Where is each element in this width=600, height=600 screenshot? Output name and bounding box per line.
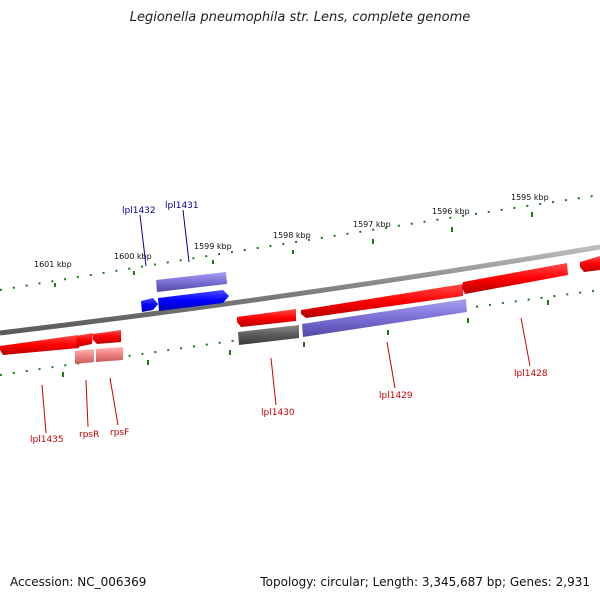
cds-edge-red[interactable]	[580, 256, 600, 272]
gene-label-lpl1432[interactable]: lpl1432	[122, 206, 156, 216]
ruler-label-1597: 1597 kbp	[353, 220, 391, 229]
gene-label-lpl1435[interactable]: lpl1435	[30, 435, 64, 445]
cds-lpl1432[interactable]	[141, 298, 158, 312]
gene-label-rpsR[interactable]: rpsR	[79, 430, 99, 440]
cds-lpl1435[interactable]	[0, 335, 79, 355]
ruler-major-ticks	[54, 212, 549, 377]
gene-label-lpl1429[interactable]: lpl1429	[379, 391, 413, 401]
accession-text: Accession: NC_006369	[10, 575, 147, 589]
ruler-label-1595: 1595 kbp	[511, 193, 549, 202]
cds-rpsR[interactable]	[76, 333, 93, 347]
gene-label-lpl1431[interactable]: lpl1431	[165, 201, 199, 211]
cds-pink-1[interactable]	[75, 349, 94, 364]
ruler-label-1598: 1598 kbp	[273, 231, 311, 240]
ruler-inner-track	[0, 289, 600, 376]
genome-backbone	[0, 244, 600, 336]
cds-lpl1428-red[interactable]	[462, 263, 568, 294]
ruler-label-1599: 1599 kbp	[194, 242, 232, 251]
cds-lpl1431-blue[interactable]	[158, 290, 229, 311]
gene-label-lpl1428[interactable]: lpl1428	[514, 369, 548, 379]
cds-lpl1430-gray[interactable]	[238, 325, 299, 345]
cds-pink-2[interactable]	[96, 347, 123, 362]
map-title: Legionella pneumophila str. Lens, comple…	[129, 10, 471, 25]
gene-label-lpl1430[interactable]: lpl1430	[261, 408, 295, 418]
cds-lpl1429-red[interactable]	[301, 284, 463, 318]
cds-lpl1429-violet[interactable]	[302, 299, 467, 337]
ruler-label-1601: 1601 kbp	[34, 260, 72, 269]
cds-lpl1431-violet[interactable]	[156, 272, 227, 292]
cds-lpl1430-red[interactable]	[237, 309, 296, 327]
label-leaders	[41, 209, 531, 434]
genome-summary-text: Topology: circular; Length: 3,345,687 bp…	[260, 575, 590, 589]
cds-rpsF[interactable]	[93, 330, 121, 344]
gene-label-rpsF[interactable]: rpsF	[110, 428, 129, 438]
ruler-label-1600: 1600 kbp	[114, 252, 152, 261]
ruler-label-1596: 1596 kbp	[432, 207, 470, 216]
